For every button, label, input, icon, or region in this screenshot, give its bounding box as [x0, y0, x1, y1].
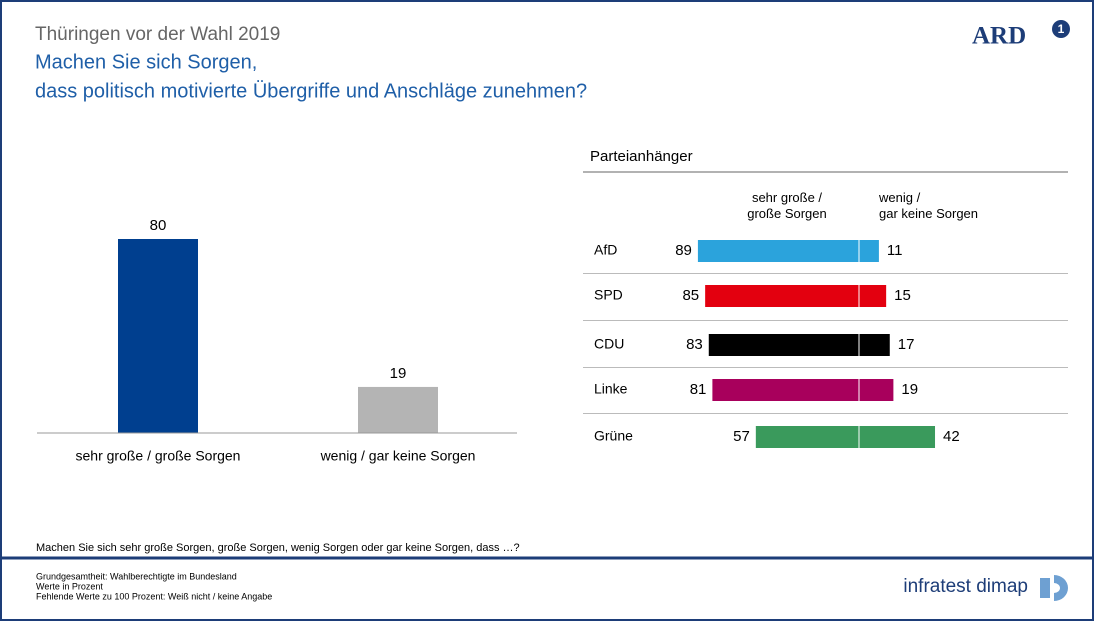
- bar: [859, 334, 890, 356]
- value-label: 15: [894, 287, 911, 304]
- value-label: 19: [901, 381, 918, 398]
- value-label: 42: [943, 428, 960, 445]
- category-label: CDU: [594, 336, 624, 352]
- bar: [358, 386, 438, 433]
- value-label: 11: [887, 242, 903, 259]
- series-header: wenig / gar keine Sorgen: [879, 190, 979, 221]
- bar: [708, 334, 859, 356]
- bar: [755, 426, 859, 448]
- bar: [859, 379, 894, 401]
- value-label: 83: [686, 336, 703, 353]
- brand-icon: [1040, 578, 1050, 598]
- note: Werte in Prozent: [36, 581, 103, 591]
- question: Machen Sie sich sehr große Sorgen, große…: [36, 542, 520, 554]
- bar: [859, 240, 879, 262]
- note: Grundgesamtheit: Wahlberechtigte im Bund…: [36, 571, 237, 581]
- bar: [712, 379, 859, 401]
- category-label: wenig / gar keine Sorgen: [320, 448, 476, 464]
- value-label: 85: [682, 287, 699, 304]
- value-label: 81: [690, 381, 707, 398]
- logo-mark: 1: [1058, 22, 1065, 36]
- series-header: sehr große / große Sorgen: [747, 190, 827, 221]
- title-line: Machen Sie sich Sorgen,: [35, 51, 257, 73]
- category-label: Linke: [594, 381, 628, 397]
- logo-mark: [1052, 20, 1070, 38]
- category-label: Grüne: [594, 428, 633, 444]
- logo: ARD: [972, 23, 1026, 50]
- bar: [697, 240, 859, 262]
- kicker: Thüringen vor der Wahl 2019: [35, 24, 280, 45]
- brand: infratest dimap: [903, 576, 1028, 597]
- bar: [118, 239, 198, 433]
- bar: [859, 285, 887, 307]
- value-label: 80: [150, 217, 167, 234]
- category-label: sehr große / große Sorgen: [76, 448, 241, 464]
- note: Fehlende Werte zu 100 Prozent: Weiß nich…: [36, 591, 272, 601]
- value-label: 57: [733, 428, 750, 445]
- value-label: 89: [675, 242, 692, 259]
- category-label: AfD: [594, 242, 617, 258]
- bar: [859, 426, 936, 448]
- value-label: 19: [390, 365, 407, 382]
- panel-title: Parteianhänger: [590, 148, 693, 165]
- title-line: dass politisch motivierte Übergriffe und…: [35, 80, 587, 102]
- category-label: SPD: [594, 287, 623, 303]
- value-label: 17: [898, 336, 915, 353]
- brand-icon: [1054, 575, 1068, 601]
- bar: [705, 285, 859, 307]
